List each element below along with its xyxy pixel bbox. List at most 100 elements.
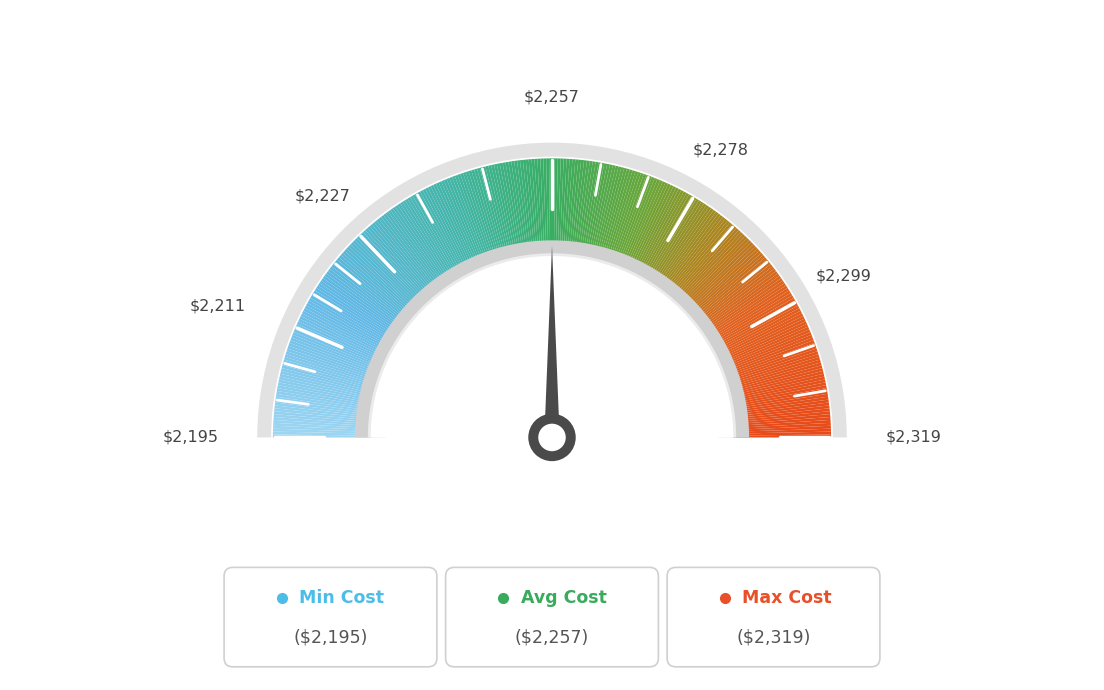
Wedge shape (668, 222, 732, 299)
Wedge shape (627, 184, 671, 273)
Wedge shape (581, 161, 598, 259)
Wedge shape (721, 337, 814, 374)
Wedge shape (370, 224, 435, 300)
FancyBboxPatch shape (667, 567, 880, 667)
Wedge shape (273, 428, 371, 433)
Text: $2,319: $2,319 (885, 430, 941, 445)
Wedge shape (351, 242, 423, 312)
Wedge shape (508, 161, 526, 258)
Wedge shape (603, 170, 633, 264)
Wedge shape (733, 428, 831, 433)
Wedge shape (601, 168, 630, 264)
Wedge shape (466, 171, 498, 265)
Wedge shape (287, 346, 381, 380)
Wedge shape (635, 189, 681, 277)
Wedge shape (652, 205, 709, 288)
Wedge shape (552, 159, 555, 256)
Wedge shape (273, 435, 371, 437)
Wedge shape (274, 408, 372, 420)
Wedge shape (617, 177, 655, 269)
Wedge shape (728, 365, 822, 393)
Wedge shape (631, 186, 676, 275)
Text: $2,211: $2,211 (190, 299, 246, 313)
Wedge shape (700, 276, 782, 334)
Wedge shape (275, 400, 372, 415)
Wedge shape (291, 335, 383, 373)
Wedge shape (606, 171, 638, 265)
Text: ($2,195): ($2,195) (294, 629, 368, 647)
Wedge shape (565, 159, 575, 257)
Wedge shape (480, 167, 507, 262)
FancyBboxPatch shape (446, 567, 658, 667)
Wedge shape (687, 250, 762, 317)
Wedge shape (310, 295, 396, 347)
Wedge shape (363, 230, 431, 304)
Wedge shape (349, 244, 421, 313)
Wedge shape (728, 368, 822, 394)
Wedge shape (560, 159, 566, 256)
Wedge shape (683, 244, 755, 313)
Wedge shape (297, 322, 388, 364)
Wedge shape (388, 210, 447, 290)
Wedge shape (307, 300, 394, 350)
Wedge shape (446, 178, 486, 270)
Wedge shape (330, 266, 408, 328)
Wedge shape (433, 184, 477, 273)
Wedge shape (615, 176, 652, 268)
Wedge shape (333, 262, 411, 325)
Wedge shape (365, 228, 432, 303)
Wedge shape (590, 164, 613, 260)
Wedge shape (714, 313, 804, 359)
Wedge shape (282, 365, 376, 393)
Wedge shape (315, 288, 399, 342)
Wedge shape (558, 159, 564, 256)
Wedge shape (676, 234, 745, 306)
Wedge shape (701, 278, 783, 335)
Text: Min Cost: Min Cost (299, 589, 384, 607)
Wedge shape (442, 180, 481, 271)
Wedge shape (731, 391, 828, 409)
Wedge shape (732, 400, 829, 415)
Wedge shape (707, 290, 790, 344)
Wedge shape (421, 190, 468, 277)
Wedge shape (731, 394, 828, 411)
Wedge shape (452, 176, 489, 268)
Wedge shape (336, 259, 412, 324)
Wedge shape (284, 357, 379, 387)
Wedge shape (423, 189, 469, 277)
Wedge shape (723, 346, 817, 380)
Wedge shape (699, 273, 779, 333)
Wedge shape (708, 295, 794, 347)
Wedge shape (278, 382, 374, 404)
Wedge shape (712, 306, 799, 353)
Wedge shape (309, 298, 395, 348)
Text: $2,195: $2,195 (163, 430, 219, 445)
Wedge shape (669, 224, 734, 300)
Wedge shape (529, 159, 539, 257)
Wedge shape (732, 397, 828, 413)
Text: Max Cost: Max Cost (742, 589, 831, 607)
Wedge shape (672, 228, 739, 303)
Wedge shape (272, 157, 832, 437)
Wedge shape (413, 195, 463, 280)
Wedge shape (719, 329, 810, 369)
Wedge shape (660, 213, 721, 293)
Wedge shape (578, 161, 596, 258)
Wedge shape (493, 164, 517, 260)
Wedge shape (538, 159, 544, 256)
Wedge shape (488, 165, 512, 261)
Wedge shape (705, 288, 789, 342)
Wedge shape (540, 159, 546, 256)
Wedge shape (431, 185, 475, 274)
Wedge shape (357, 236, 426, 308)
Wedge shape (719, 326, 809, 367)
Wedge shape (563, 159, 573, 257)
Wedge shape (679, 238, 750, 309)
Wedge shape (562, 159, 570, 257)
Wedge shape (361, 232, 429, 305)
Wedge shape (306, 303, 393, 352)
Wedge shape (276, 397, 372, 413)
Wedge shape (576, 161, 593, 258)
Wedge shape (713, 310, 802, 357)
Text: $2,299: $2,299 (816, 268, 871, 284)
